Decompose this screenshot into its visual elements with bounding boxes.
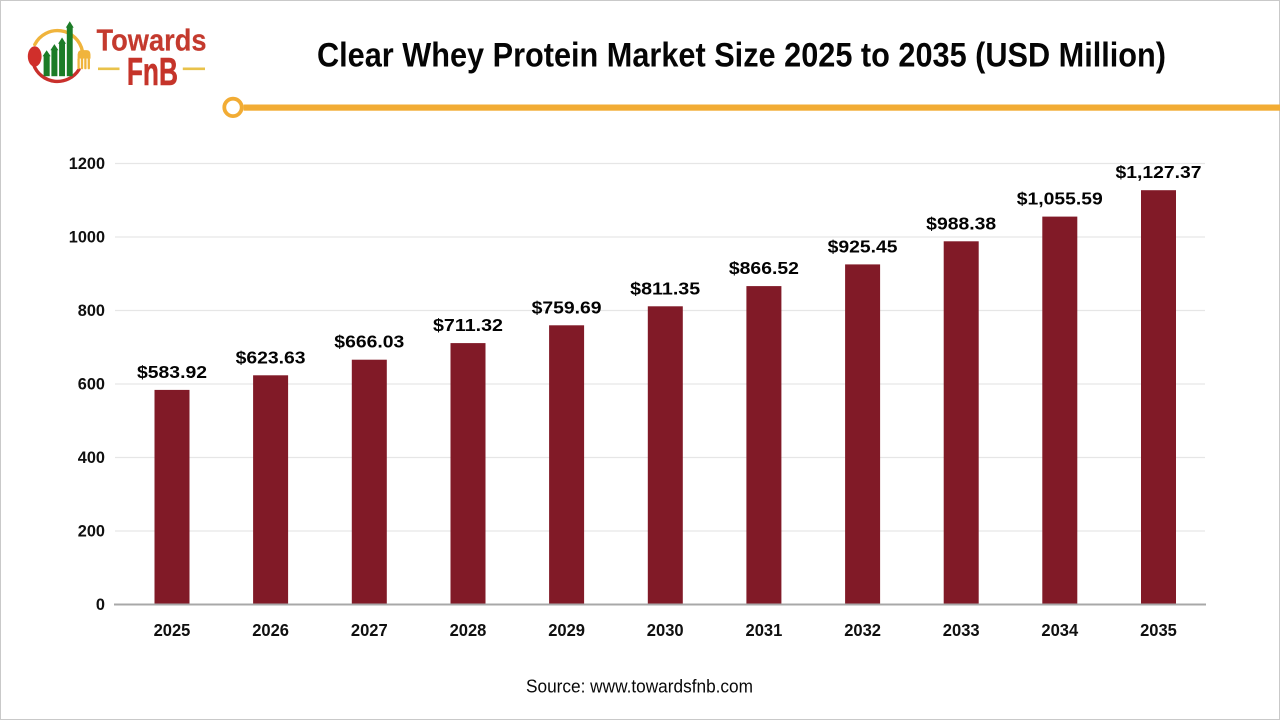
svg-text:FnB: FnB xyxy=(127,51,178,94)
svg-text:2032: 2032 xyxy=(844,620,881,640)
svg-text:$583.92: $583.92 xyxy=(137,362,207,382)
svg-text:2028: 2028 xyxy=(450,620,487,640)
svg-text:$1,127.37: $1,127.37 xyxy=(1116,162,1202,182)
svg-text:$1,055.59: $1,055.59 xyxy=(1017,189,1103,209)
svg-text:2035: 2035 xyxy=(1140,620,1177,640)
svg-text:$811.35: $811.35 xyxy=(630,278,700,298)
svg-text:2026: 2026 xyxy=(252,620,289,640)
svg-text:2034: 2034 xyxy=(1041,620,1078,640)
svg-text:2029: 2029 xyxy=(548,620,585,640)
svg-text:1000: 1000 xyxy=(69,228,105,247)
svg-text:$988.38: $988.38 xyxy=(926,213,996,233)
svg-text:Clear Whey Protein Market Size: Clear Whey Protein Market Size 2025 to 2… xyxy=(317,37,1166,75)
svg-text:800: 800 xyxy=(78,301,105,320)
svg-text:$623.63: $623.63 xyxy=(236,347,306,367)
svg-text:$711.32: $711.32 xyxy=(433,315,503,335)
svg-text:2025: 2025 xyxy=(154,620,191,640)
svg-text:$925.45: $925.45 xyxy=(828,236,898,256)
svg-text:2027: 2027 xyxy=(351,620,388,640)
svg-text:Source: www.towardsfnb.com: Source: www.towardsfnb.com xyxy=(526,676,753,697)
svg-text:0: 0 xyxy=(96,595,105,614)
svg-text:2031: 2031 xyxy=(746,620,783,640)
svg-text:1200: 1200 xyxy=(69,154,105,173)
svg-text:Towards: Towards xyxy=(97,23,207,58)
svg-text:2030: 2030 xyxy=(647,620,684,640)
svg-text:$759.69: $759.69 xyxy=(532,297,602,317)
svg-text:600: 600 xyxy=(78,375,105,394)
svg-text:$866.52: $866.52 xyxy=(729,258,799,278)
svg-text:200: 200 xyxy=(78,522,105,541)
svg-text:2033: 2033 xyxy=(943,620,980,640)
svg-text:$666.03: $666.03 xyxy=(334,332,404,352)
svg-text:400: 400 xyxy=(78,448,105,467)
